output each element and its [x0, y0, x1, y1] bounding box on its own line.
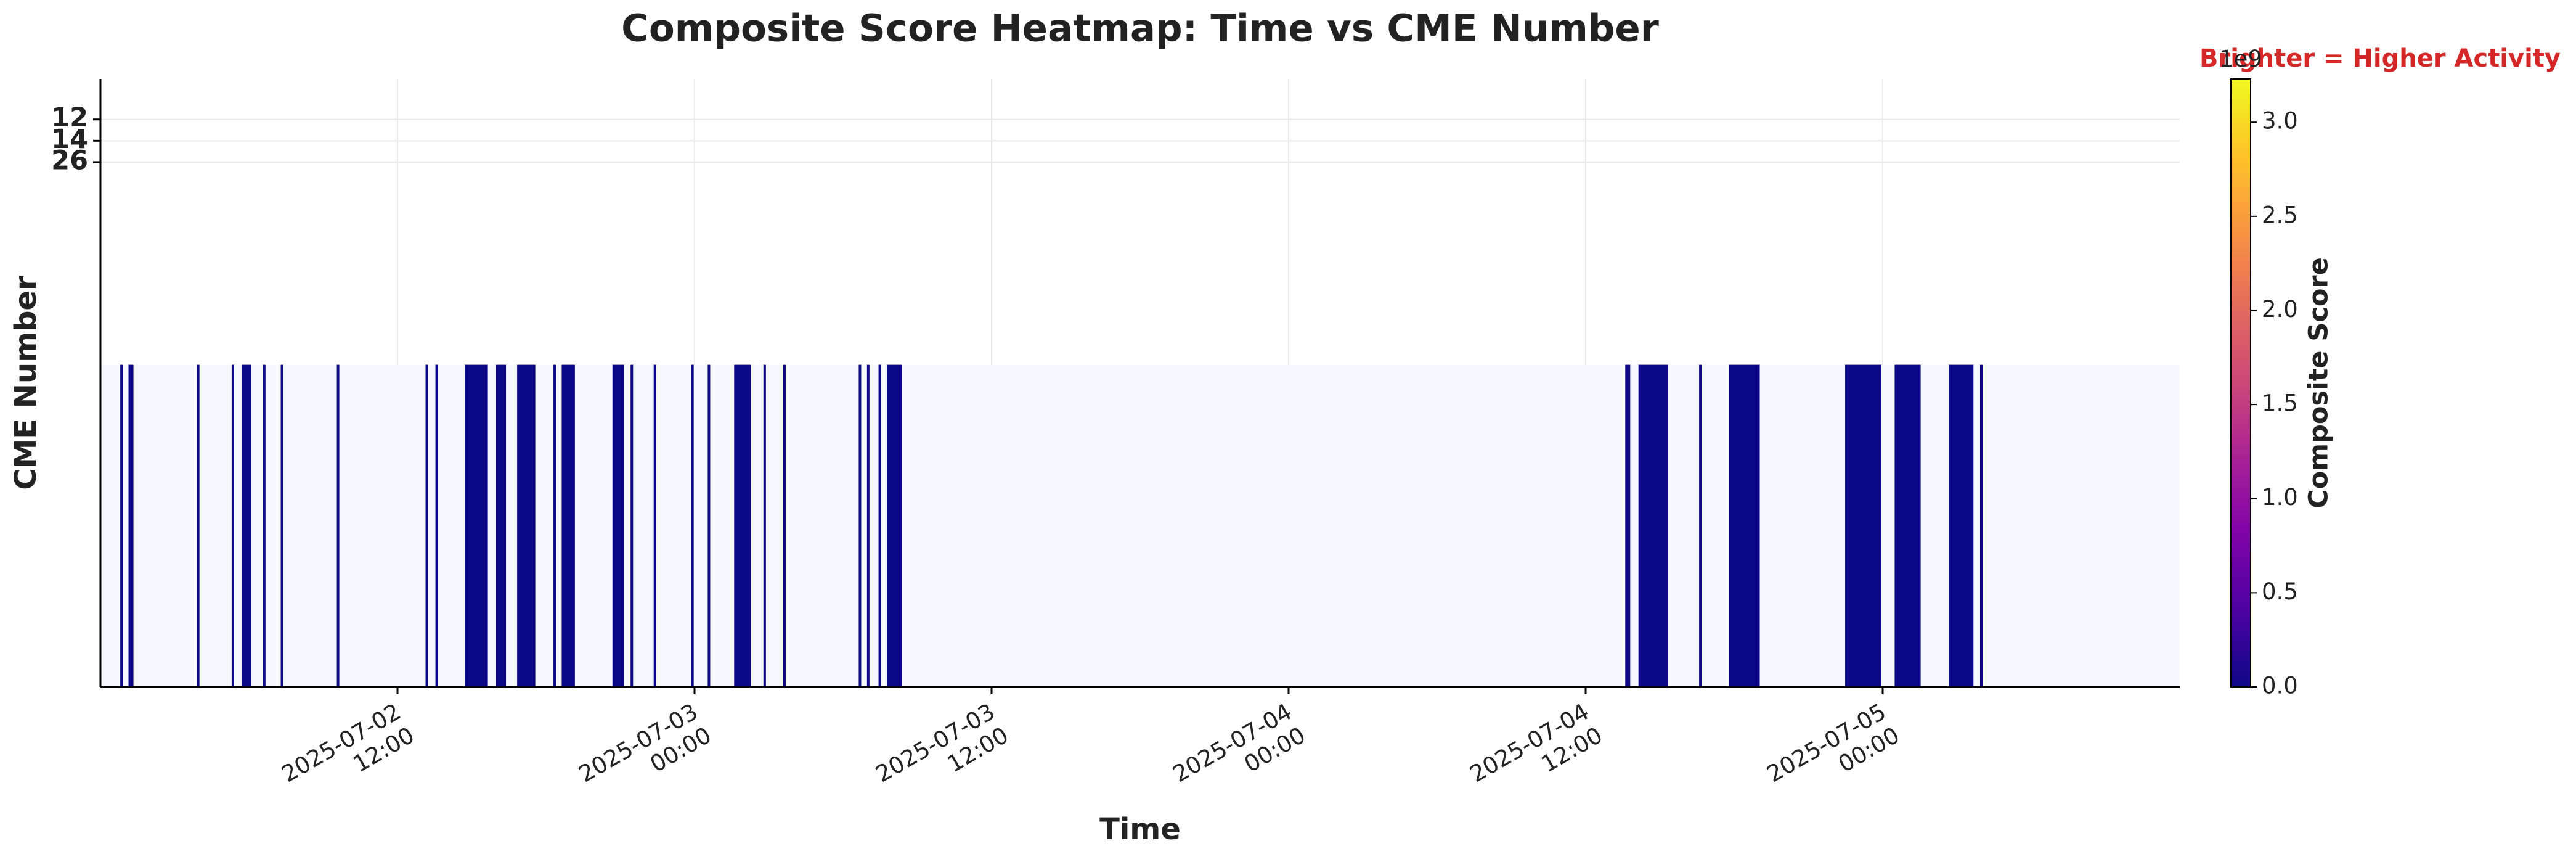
x-tick-label: 2025-07-0400:00	[1168, 699, 1310, 811]
heatmap-cell	[280, 364, 283, 687]
heatmap-cell	[866, 364, 870, 687]
heatmap-cell	[1638, 364, 1668, 687]
heatmap-cell	[425, 364, 428, 687]
colorbar-label: Composite Score	[2304, 257, 2334, 509]
heatmap-cell	[734, 364, 751, 687]
heatmap-cell	[858, 364, 862, 687]
colorbar-offset: 1e9	[2219, 46, 2262, 72]
y-tick-label: 12	[51, 102, 88, 133]
colorbar-tick-label: 2.5	[2262, 202, 2298, 228]
heatmap-cell	[465, 364, 488, 687]
heatmap-cell	[1845, 364, 1881, 687]
heatmap-cell	[707, 364, 711, 687]
heatmap-cell	[1625, 364, 1631, 687]
heatmap-background	[100, 364, 2180, 687]
heatmap-cell	[691, 364, 694, 687]
heatmap-cell	[878, 364, 881, 687]
heatmap-cell	[495, 364, 507, 687]
heatmap-cell	[886, 364, 902, 687]
y-axis-label: CME Number	[9, 276, 43, 490]
heatmap-cell	[128, 364, 134, 687]
heatmap-cell	[435, 364, 438, 687]
heatmap-cell	[120, 364, 123, 687]
heatmap-cell	[231, 364, 234, 687]
y-tick-label: 26	[51, 145, 88, 176]
colorbar	[2230, 78, 2251, 688]
x-axis-label: Time	[1099, 812, 1181, 847]
heatmap-cell	[1979, 364, 1983, 687]
heatmap-cell	[763, 364, 766, 687]
heatmap-cell	[197, 364, 200, 687]
heatmap-cell	[336, 364, 340, 687]
heatmap-cell	[1949, 364, 1974, 687]
heatmap-cell	[1894, 364, 1921, 687]
annotation: Brighter = Higher Activity	[2199, 44, 2561, 73]
x-tick-label: 2025-07-0212:00	[277, 699, 419, 811]
heatmap-cell	[783, 364, 786, 687]
x-tick-label: 2025-07-0500:00	[1763, 699, 1904, 811]
colorbar-tick-label: 2.0	[2262, 296, 2298, 322]
heatmap-cell	[241, 364, 252, 687]
chart-title: Composite Score Heatmap: Time vs CME Num…	[621, 7, 1659, 51]
colorbar-tick-label: 0.0	[2262, 673, 2298, 699]
heatmap-cell	[553, 364, 556, 687]
heatmap-cell	[630, 364, 634, 687]
colorbar-tick-label: 1.0	[2262, 484, 2298, 511]
colorbar-tick-label: 0.5	[2262, 578, 2298, 605]
colorbar-tick-label: 3.0	[2262, 108, 2298, 134]
heatmap-cell	[1729, 364, 1760, 687]
x-tick-label: 2025-07-0312:00	[871, 699, 1013, 811]
heatmap-cell	[263, 364, 266, 687]
heatmap-cell	[612, 364, 624, 687]
heatmap-cell	[1699, 364, 1702, 687]
y-tick-label: 14	[51, 124, 88, 155]
x-tick-label: 2025-07-0300:00	[574, 699, 716, 811]
x-tick-label: 2025-07-0412:00	[1465, 699, 1607, 811]
heatmap-cell	[517, 364, 536, 687]
heatmap-cell	[561, 364, 575, 687]
heatmap-cell	[653, 364, 656, 687]
colorbar-tick-label: 1.5	[2262, 390, 2298, 417]
